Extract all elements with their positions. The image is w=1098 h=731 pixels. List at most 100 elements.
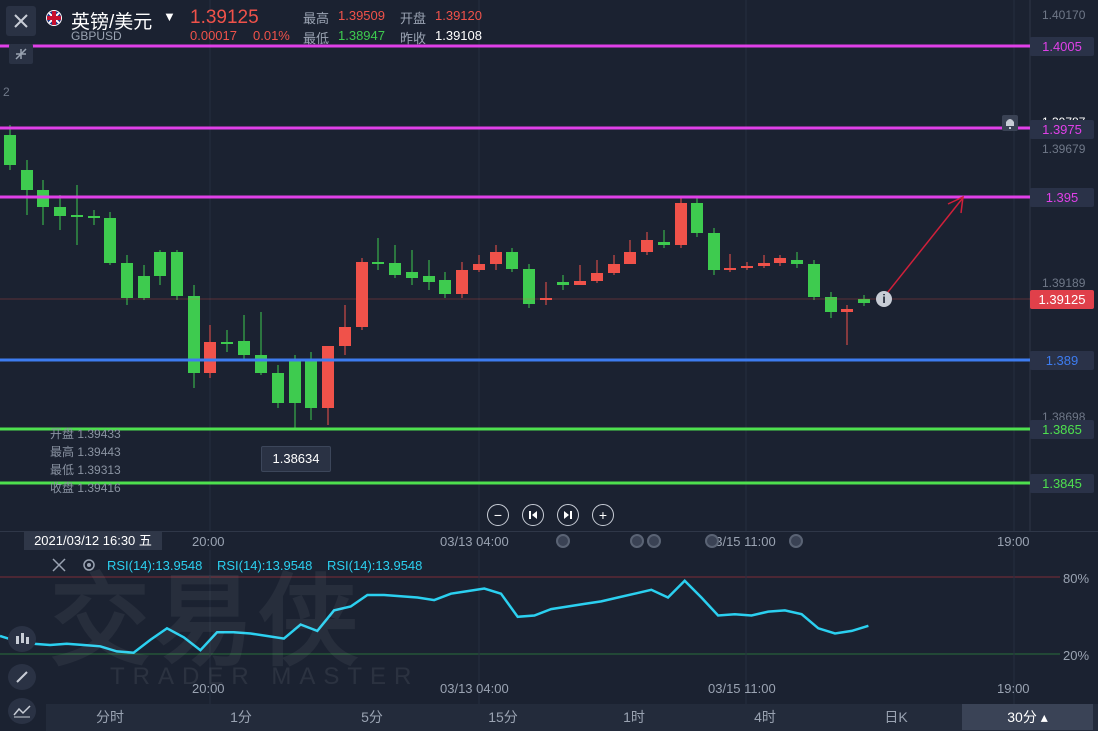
skip-back-icon [529,511,537,519]
candle-body [154,252,166,276]
alert-bell-icon[interactable] [1002,115,1018,131]
level-tag[interactable]: 1.3865 [1030,420,1094,439]
candle-body [858,299,870,303]
watermark-text: TRADER MASTER [110,663,420,690]
event-dot[interactable] [556,534,570,548]
candle-body [557,282,569,285]
event-dot[interactable] [630,534,644,548]
current-price-tag: 1.39125 [1030,290,1094,309]
event-dot[interactable] [705,534,719,548]
rsi-80-label: 80% [1063,571,1090,586]
candle-body [255,355,267,373]
rsi-20-label: 20% [1063,648,1090,663]
collapse-button[interactable] [9,44,33,64]
candle-body [506,252,518,269]
candle-body [758,263,770,266]
ohlc-open: 开盘 1.39433 [50,427,121,441]
level-tag[interactable]: 1.3845 [1030,474,1094,493]
skip-forward-icon [564,511,572,519]
tab-timeframe[interactable]: 日K [884,709,908,725]
time-label: 03/15 11:00 [708,534,776,549]
candle-body [658,242,670,245]
candle-body [641,240,653,252]
candle-body [808,264,820,297]
candle-body [675,203,687,245]
candles-icon [16,633,29,644]
last-price: 1.39125 [190,7,259,28]
price-change-pct: 0.01% [253,28,290,43]
tab-timeframe[interactable]: 分时 [96,709,124,725]
open-label: 开盘 [400,11,427,26]
tab-timeframe-active[interactable]: 30分 ▴ [962,704,1093,730]
rsi-label: RSI(14):13.9548 [107,558,203,573]
scroll-end-button[interactable] [557,504,579,526]
candle-body [289,361,301,403]
tab-timeframe[interactable]: 5分 [361,709,383,725]
candle-body [88,216,100,218]
tab-active-label: 30分 [1007,709,1037,725]
candle-body [608,264,620,273]
candle-body [791,260,803,264]
candle-body [188,296,200,373]
candle-body [591,273,603,281]
candle-body [104,218,116,263]
zoom-out-button[interactable]: − [487,504,509,526]
level-tag[interactable]: 1.395 [1030,188,1094,207]
tab-timeframe[interactable]: 1时 [623,709,645,725]
divider [0,531,1098,532]
level-tag[interactable]: 1.3975 [1030,120,1094,139]
level-tag[interactable]: 1.389 [1030,351,1094,370]
event-dot[interactable] [789,534,803,548]
candle-body [423,276,435,282]
trend-arrow[interactable] [883,198,963,298]
time-label: 03/13 04:00 [440,534,509,549]
candle-body [406,272,418,278]
candle-body [272,373,284,403]
candle-body [238,341,250,355]
timeframe-bar [46,704,1098,731]
uk-flag-icon [46,10,62,26]
candle-body [204,342,216,373]
low-label: 最低 [303,31,330,46]
candle-body [121,263,133,298]
time-label: 03/13 04:00 [440,681,509,696]
tab-timeframe[interactable]: 15分 [488,709,518,725]
line-chart-icon [13,705,31,718]
tab-timeframe[interactable]: 1分 [230,709,252,725]
indicator-button[interactable] [8,626,36,652]
scroll-start-button[interactable] [522,504,544,526]
symbol-dropdown-icon[interactable]: ▼ [163,9,176,24]
candle-body [473,264,485,270]
tab-timeframe[interactable]: 4时 [754,709,776,725]
low-price-marker: 1.38634 [261,446,331,472]
price-chart[interactable] [0,0,1098,531]
candle-body [523,269,535,304]
candle-body [439,280,451,294]
gear-icon[interactable] [81,557,97,573]
price-tick: 1.39189 [1042,276,1086,290]
zoom-in-button[interactable]: + [592,504,614,526]
rsi-line [0,579,869,654]
close-icon[interactable] [52,558,66,572]
symbol-name[interactable]: 英镑/美元 [71,12,153,33]
watermark-logo: 交易侠 [50,566,362,678]
pencil-icon [16,671,28,683]
chart-type-button[interactable] [8,698,36,724]
candle-body [138,276,150,298]
candle-body [4,135,16,165]
candle-body [389,263,401,275]
candle-body [841,309,853,312]
candle-body [322,346,334,408]
low-value: 1.38947 [338,28,385,43]
high-value: 1.39509 [338,8,385,23]
draw-tool-button[interactable] [8,664,36,690]
close-button[interactable] [6,6,36,36]
candle-body [774,258,786,263]
rsi-chart[interactable] [0,550,1098,704]
info-icon[interactable]: i [876,291,892,307]
event-dot[interactable] [647,534,661,548]
prev-close-label: 昨收 [400,31,427,46]
high-label: 最高 [303,11,330,26]
level-tag[interactable]: 1.4005 [1030,37,1094,56]
candle-body [221,342,233,344]
